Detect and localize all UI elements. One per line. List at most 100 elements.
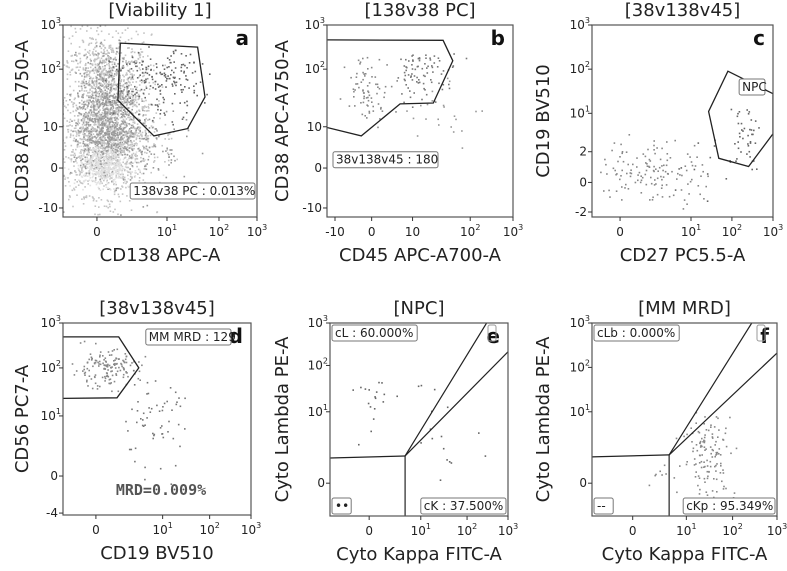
data-point xyxy=(123,367,125,370)
data-point xyxy=(107,74,110,77)
data-point xyxy=(89,163,92,165)
data-point xyxy=(131,61,134,64)
data-point xyxy=(189,53,192,56)
tick-base: 10 xyxy=(405,225,420,239)
data-point xyxy=(113,81,116,84)
data-points xyxy=(352,381,487,504)
data-point xyxy=(48,97,50,99)
data-point xyxy=(82,140,85,143)
data-point xyxy=(95,142,98,144)
data-point xyxy=(131,101,134,104)
data-point xyxy=(106,182,109,185)
data-point xyxy=(147,135,149,137)
data-point xyxy=(146,163,148,165)
data-point xyxy=(131,108,133,111)
data-point xyxy=(706,465,709,467)
data-point xyxy=(718,453,720,455)
data-point xyxy=(735,447,738,450)
data-point xyxy=(132,99,134,102)
data-point xyxy=(108,171,111,173)
y-tick-label: 2 xyxy=(579,145,587,159)
data-point xyxy=(350,76,352,79)
data-point xyxy=(76,133,78,135)
data-point xyxy=(657,170,659,172)
data-point xyxy=(484,455,487,457)
data-point xyxy=(149,134,152,137)
data-point xyxy=(64,167,66,169)
data-point xyxy=(108,170,110,172)
data-point xyxy=(138,127,141,130)
data-point xyxy=(96,125,99,128)
data-point xyxy=(117,187,119,189)
data-point xyxy=(94,91,97,93)
data-point xyxy=(133,51,136,54)
data-point xyxy=(135,127,137,130)
data-point xyxy=(109,103,112,105)
data-point xyxy=(88,91,91,94)
data-point xyxy=(86,100,88,103)
data-point xyxy=(104,132,106,134)
data-point xyxy=(348,105,351,107)
data-point xyxy=(104,377,107,380)
data-point xyxy=(86,153,88,156)
data-point xyxy=(106,173,108,176)
data-point xyxy=(167,159,170,162)
plot-title: [38v138v45] xyxy=(625,0,741,21)
data-point xyxy=(114,178,116,181)
data-point xyxy=(133,384,136,386)
data-point xyxy=(400,58,402,61)
data-point xyxy=(99,109,101,111)
tick-base: -10 xyxy=(325,225,345,239)
data-point xyxy=(699,446,702,448)
y-tick-label: -10 xyxy=(302,201,322,215)
data-point xyxy=(180,53,183,55)
data-point xyxy=(703,198,705,200)
data-point xyxy=(651,199,654,201)
data-point xyxy=(111,390,113,393)
plot-frame xyxy=(591,24,774,218)
data-point xyxy=(665,184,668,186)
data-point xyxy=(117,32,120,35)
data-point xyxy=(85,167,87,170)
data-point xyxy=(122,373,125,376)
data-point xyxy=(120,176,123,179)
data-point xyxy=(65,106,67,109)
data-point xyxy=(125,361,128,364)
data-point xyxy=(94,382,97,385)
data-point xyxy=(87,183,89,185)
data-point xyxy=(147,105,149,108)
data-point xyxy=(64,178,66,180)
data-point xyxy=(128,147,131,149)
data-point xyxy=(83,84,86,87)
data-point xyxy=(121,101,124,103)
data-point xyxy=(43,184,45,186)
data-point xyxy=(442,447,445,450)
data-point xyxy=(135,138,138,141)
data-point xyxy=(736,115,739,118)
data-point xyxy=(91,110,93,113)
data-point xyxy=(85,149,88,152)
plot-frame xyxy=(591,322,778,517)
data-point xyxy=(98,94,101,97)
data-point xyxy=(717,436,719,438)
data-point xyxy=(136,421,138,424)
data-point xyxy=(67,157,70,159)
data-point xyxy=(720,462,722,465)
data-point xyxy=(123,128,125,130)
data-point xyxy=(83,127,86,130)
data-point xyxy=(134,160,137,162)
data-point xyxy=(139,119,141,122)
data-point xyxy=(144,120,146,122)
data-point xyxy=(111,72,113,75)
data-point xyxy=(113,156,116,158)
data-point xyxy=(90,95,93,98)
data-point xyxy=(186,104,189,107)
data-point xyxy=(79,127,81,130)
data-point xyxy=(170,161,172,164)
data-point xyxy=(654,474,656,477)
tick-base: 10 xyxy=(570,18,585,32)
data-point xyxy=(118,90,121,93)
data-point xyxy=(370,430,372,433)
data-point xyxy=(117,47,119,50)
data-point xyxy=(95,157,98,160)
